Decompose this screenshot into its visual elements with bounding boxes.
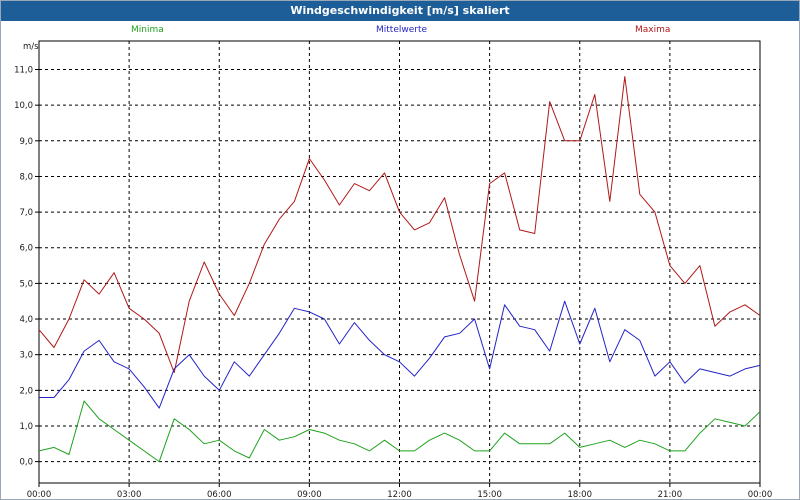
wind-speed-chart: 0,0 1,0 2,0 3,0 4,0 5,0 6,0 7,0 8,0 9,0 10,0 11,0 00… xyxy=(14,40,773,499)
legend-mittelwerte: Mittelwerte xyxy=(376,25,428,35)
series-line-mittelwerte xyxy=(39,300,761,409)
x-tick-time-label: 12:00 xyxy=(387,490,412,499)
y-tick-label: 1,0 xyxy=(19,422,33,432)
x-tick-time-label: 09:00 xyxy=(297,490,322,499)
x-tick-time-label: 18:00 xyxy=(568,490,593,499)
legend-maxima: Maxima xyxy=(635,25,671,35)
series-lines xyxy=(38,76,761,463)
y-tick-label: 9,0 xyxy=(19,137,33,147)
x-tick-time-label: 06:00 xyxy=(207,490,232,499)
window-title: Windgeschwindigkeit [m/s] skaliert xyxy=(1,1,799,21)
y-tick-label: 0,0 xyxy=(19,458,33,468)
x-tick-time-label: 15:00 xyxy=(477,490,502,499)
x-tick-time-label: 00:00 xyxy=(748,490,773,499)
y-tick-label: 10,0 xyxy=(14,101,33,111)
y-tick-label: 3,0 xyxy=(19,351,33,361)
x-tick-time-label: 03:00 xyxy=(117,490,142,499)
axis-labels: 0,0 1,0 2,0 3,0 4,0 5,0 6,0 7,0 8,0 9,0 10,0 11,0 00… xyxy=(14,66,773,499)
y-tick-label: 4,0 xyxy=(19,315,33,325)
series-line-maxima xyxy=(38,76,761,373)
y-tick-label: 8,0 xyxy=(19,172,33,182)
grid-lines xyxy=(39,41,760,483)
y-tick-label: 2,0 xyxy=(19,386,33,396)
y-tick-label: 5,0 xyxy=(19,279,33,289)
legend-minima: Minima xyxy=(131,25,164,35)
x-tick-time-label: 00:00 xyxy=(27,490,52,499)
x-tick-time-label: 21:00 xyxy=(658,490,683,499)
y-tick-label: 11,0 xyxy=(14,66,33,76)
series-line-minima xyxy=(38,400,761,463)
y-tick-label: 7,0 xyxy=(19,208,33,218)
y-axis-unit-label: m/s xyxy=(23,42,39,52)
y-tick-label: 6,0 xyxy=(19,244,33,254)
